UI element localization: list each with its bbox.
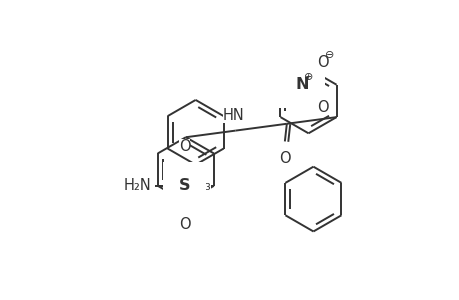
Text: ⊕: ⊕ [303, 72, 313, 82]
Text: H₂N: H₂N [123, 178, 151, 193]
Text: O: O [279, 151, 290, 166]
Text: O: O [178, 217, 190, 232]
Text: ⊖: ⊖ [324, 50, 334, 60]
Text: N: N [295, 77, 308, 92]
Text: HN: HN [222, 108, 244, 123]
Text: S: S [178, 178, 190, 193]
Text: CH₃: CH₃ [185, 179, 211, 193]
Text: O: O [316, 100, 328, 115]
Text: O: O [178, 140, 190, 154]
Text: O: O [316, 55, 328, 70]
